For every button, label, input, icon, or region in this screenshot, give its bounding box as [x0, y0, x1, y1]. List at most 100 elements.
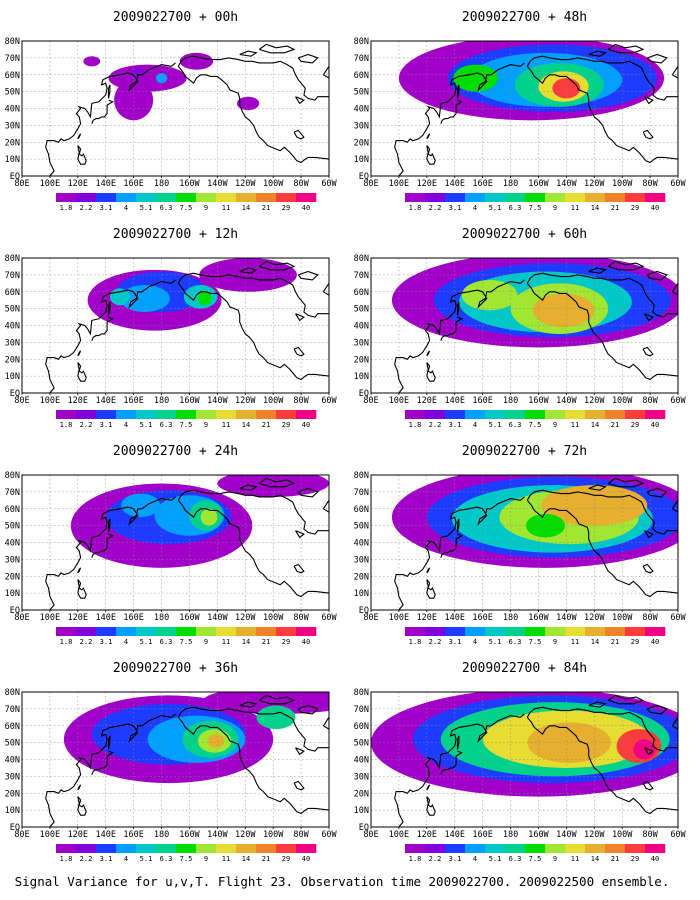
colorbar-label: 14 [242, 421, 250, 429]
y-tick-label: 60N [354, 722, 369, 732]
coastline [588, 267, 607, 274]
y-tick-label: 60N [354, 505, 369, 515]
y-tick-label: EQ [10, 389, 20, 399]
colorbar-label: 14 [242, 204, 250, 212]
variance-contour [200, 508, 218, 526]
coastline [258, 43, 296, 54]
coastline [295, 96, 305, 105]
colorbar-swatch [176, 627, 197, 636]
colorbar-swatch [425, 193, 446, 202]
x-tick-label: 140W [207, 396, 228, 406]
panel-title: 2009022700 + 24h [113, 444, 238, 459]
colorbar-swatch [465, 627, 486, 636]
coastline [588, 484, 607, 491]
colorbar-swatch [445, 844, 466, 853]
colorbar-swatch [56, 410, 77, 419]
panel-title: 2009022700 + 12h [113, 227, 238, 242]
colorbar-swatch [116, 193, 137, 202]
coastline [177, 282, 329, 381]
colorbar-label: 6.3 [160, 204, 173, 212]
coastline [91, 316, 114, 341]
coastline [394, 713, 525, 827]
coastline [293, 129, 305, 140]
x-tick-label: 100W [263, 179, 284, 189]
colorbar-swatch [256, 410, 277, 419]
x-tick-label: 120E [417, 396, 437, 406]
coastlines [394, 260, 678, 393]
colorbar-label: 7.5 [180, 855, 193, 863]
colorbar-swatch [116, 627, 137, 636]
colorbar-swatch [525, 844, 546, 853]
colorbar-label: 5.1 [140, 638, 153, 646]
colorbar-swatch [196, 627, 217, 636]
colorbar-swatch [156, 844, 177, 853]
colorbar-swatch [485, 193, 506, 202]
x-tick-label: 100E [40, 179, 60, 189]
map-panel: 2009022700 + 24h 80E 100E 120E 140E 160E 180 16… [5, 444, 338, 646]
colorbar-label: 7.5 [529, 638, 542, 646]
coastline [239, 267, 258, 274]
colorbar-label: 2.2 [429, 421, 442, 429]
map-panel: 2009022700 + 60h 80E 100E 120E 140E 160E 180 16… [354, 227, 687, 429]
colorbar-swatch [156, 410, 177, 419]
y-tick-label: 10N [354, 155, 369, 165]
colorbar-swatch [56, 844, 77, 853]
colorbar-swatch [196, 193, 217, 202]
x-tick-label: 100W [263, 396, 284, 406]
colorbar-label: 5.1 [140, 855, 153, 863]
y-tick-label: 30N [354, 121, 369, 131]
colorbar-swatch [156, 193, 177, 202]
colorbar-label: 5.1 [489, 638, 502, 646]
coastline [588, 701, 607, 708]
x-tick-label: 60W [321, 613, 337, 623]
colorbar-swatch [256, 844, 277, 853]
colorbar-swatch [236, 193, 257, 202]
y-tick-label: 60N [5, 722, 20, 732]
colorbar-label: 9 [553, 855, 557, 863]
y-tick-label: 30N [5, 555, 20, 565]
coastline [456, 518, 460, 533]
map-panel: 2009022700 + 36h 80E 100E 120E 140E 160E 180 16… [5, 661, 338, 863]
colorbar-label: 11 [222, 204, 230, 212]
colorbar-swatch [56, 627, 77, 636]
colorbar-swatch [276, 627, 297, 636]
coastline [440, 316, 463, 341]
x-tick-label: 60W [670, 830, 686, 840]
y-tick-label: 50N [354, 522, 369, 532]
variance-field [398, 41, 665, 121]
colorbar-label: 3.1 [449, 638, 462, 646]
colorbar-swatch [116, 844, 137, 853]
y-tick-label: 60N [5, 71, 20, 81]
map-frame [21, 40, 330, 177]
coastline [646, 270, 668, 281]
panel-title: 2009022700 + 60h [462, 227, 587, 242]
colorbar-swatch [296, 410, 317, 419]
colorbar-label: 5.1 [489, 855, 502, 863]
coastline [671, 282, 678, 296]
colorbar-swatch [625, 193, 646, 202]
y-tick-label: 50N [354, 305, 369, 315]
map-panel: 2009022700 + 72h 80E 100E 120E 140E 160E 180 16… [354, 444, 687, 646]
coastline [642, 346, 654, 357]
coastline [644, 530, 654, 539]
colorbar-label: 9 [204, 204, 208, 212]
y-tick-label: 40N [5, 539, 20, 549]
colorbar-swatch [296, 627, 317, 636]
colorbar-label: 7.5 [180, 421, 193, 429]
y-tick-label: EQ [359, 606, 369, 616]
colorbar-swatch [276, 410, 297, 419]
colorbar-swatch [405, 193, 426, 202]
coastline [526, 489, 678, 535]
colorbar-swatch [445, 193, 466, 202]
gridlines [371, 692, 678, 827]
colorbar-swatch [156, 627, 177, 636]
x-tick-label: 160W [528, 830, 549, 840]
coastline [426, 133, 431, 140]
y-tick-label: 70N [5, 54, 20, 64]
coastline [107, 518, 111, 533]
x-tick-label: 80W [642, 396, 658, 406]
coastline [239, 701, 258, 708]
y-tick-label: 40N [5, 105, 20, 115]
colorbar-swatch [425, 844, 446, 853]
y-tick-label: 60N [5, 288, 20, 298]
